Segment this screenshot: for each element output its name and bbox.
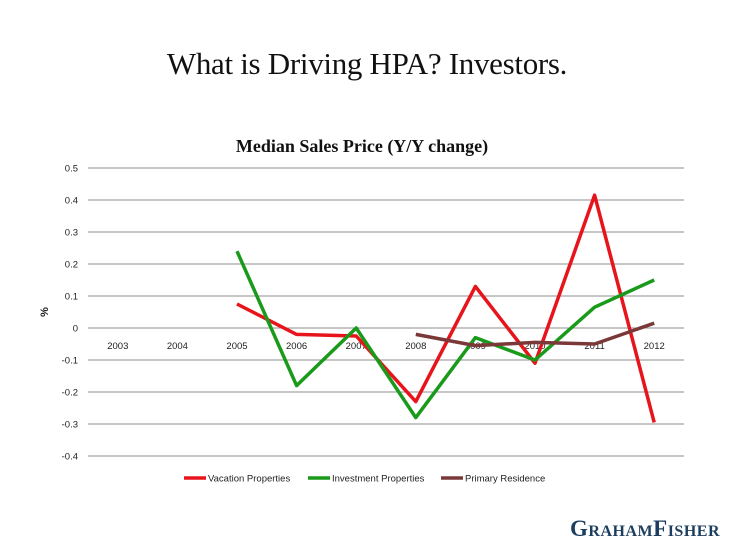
grid-lines <box>88 167 684 457</box>
x-tick-label: 2007 <box>346 341 367 352</box>
brand-second-rest: ISHER <box>667 523 720 540</box>
y-tick-label: 0.5 <box>65 164 78 175</box>
legend-label: Vacation Properties <box>208 474 290 485</box>
series-lines <box>235 193 656 423</box>
slide-title: What is Driving HPA? Investors. <box>166 46 568 81</box>
x-tick-label: 2006 <box>286 341 307 352</box>
y-tick-label: 0.4 <box>65 196 78 207</box>
legend-label: Primary Residence <box>465 474 545 485</box>
x-tick-label: 2010 <box>524 341 545 352</box>
y-tick-label: -0.4 <box>62 452 78 463</box>
legend-label: Investment Properties <box>332 474 425 485</box>
y-tick-labels: 0.5 0.4 0.3 0.2 0.1 0 -0.1 -0.2 -0.3 -0.4 <box>62 164 78 463</box>
y-tick-label: 0 <box>73 324 78 335</box>
chart-title: Median Sales Price (Y/Y change) <box>236 136 488 157</box>
x-tick-label: 2012 <box>644 341 665 352</box>
y-tick-label: -0.3 <box>62 420 78 431</box>
y-tick-label: -0.1 <box>62 356 78 367</box>
y-tick-label: -0.2 <box>62 388 78 399</box>
y-tick-label: 0.2 <box>65 260 78 271</box>
y-tick-label: 0.1 <box>65 292 78 303</box>
brand-first-rest: RAHAM <box>588 523 654 540</box>
y-axis-label: % <box>39 307 51 317</box>
x-tick-label: 2004 <box>167 341 188 352</box>
x-tick-label: 2003 <box>107 341 128 352</box>
legend: Vacation Properties Investment Properties… <box>184 474 545 485</box>
x-tick-label: 2008 <box>405 341 426 352</box>
brand-logo: GRAHAMFISHER <box>570 516 720 541</box>
series-line-vacation-properties <box>236 193 656 423</box>
x-tick-label: 2005 <box>226 341 247 352</box>
series-line-primary-residence <box>415 321 655 348</box>
x-tick-label: 2011 <box>584 341 604 352</box>
y-tick-label: 0.3 <box>65 228 78 239</box>
series-line-investment-properties <box>235 250 655 420</box>
